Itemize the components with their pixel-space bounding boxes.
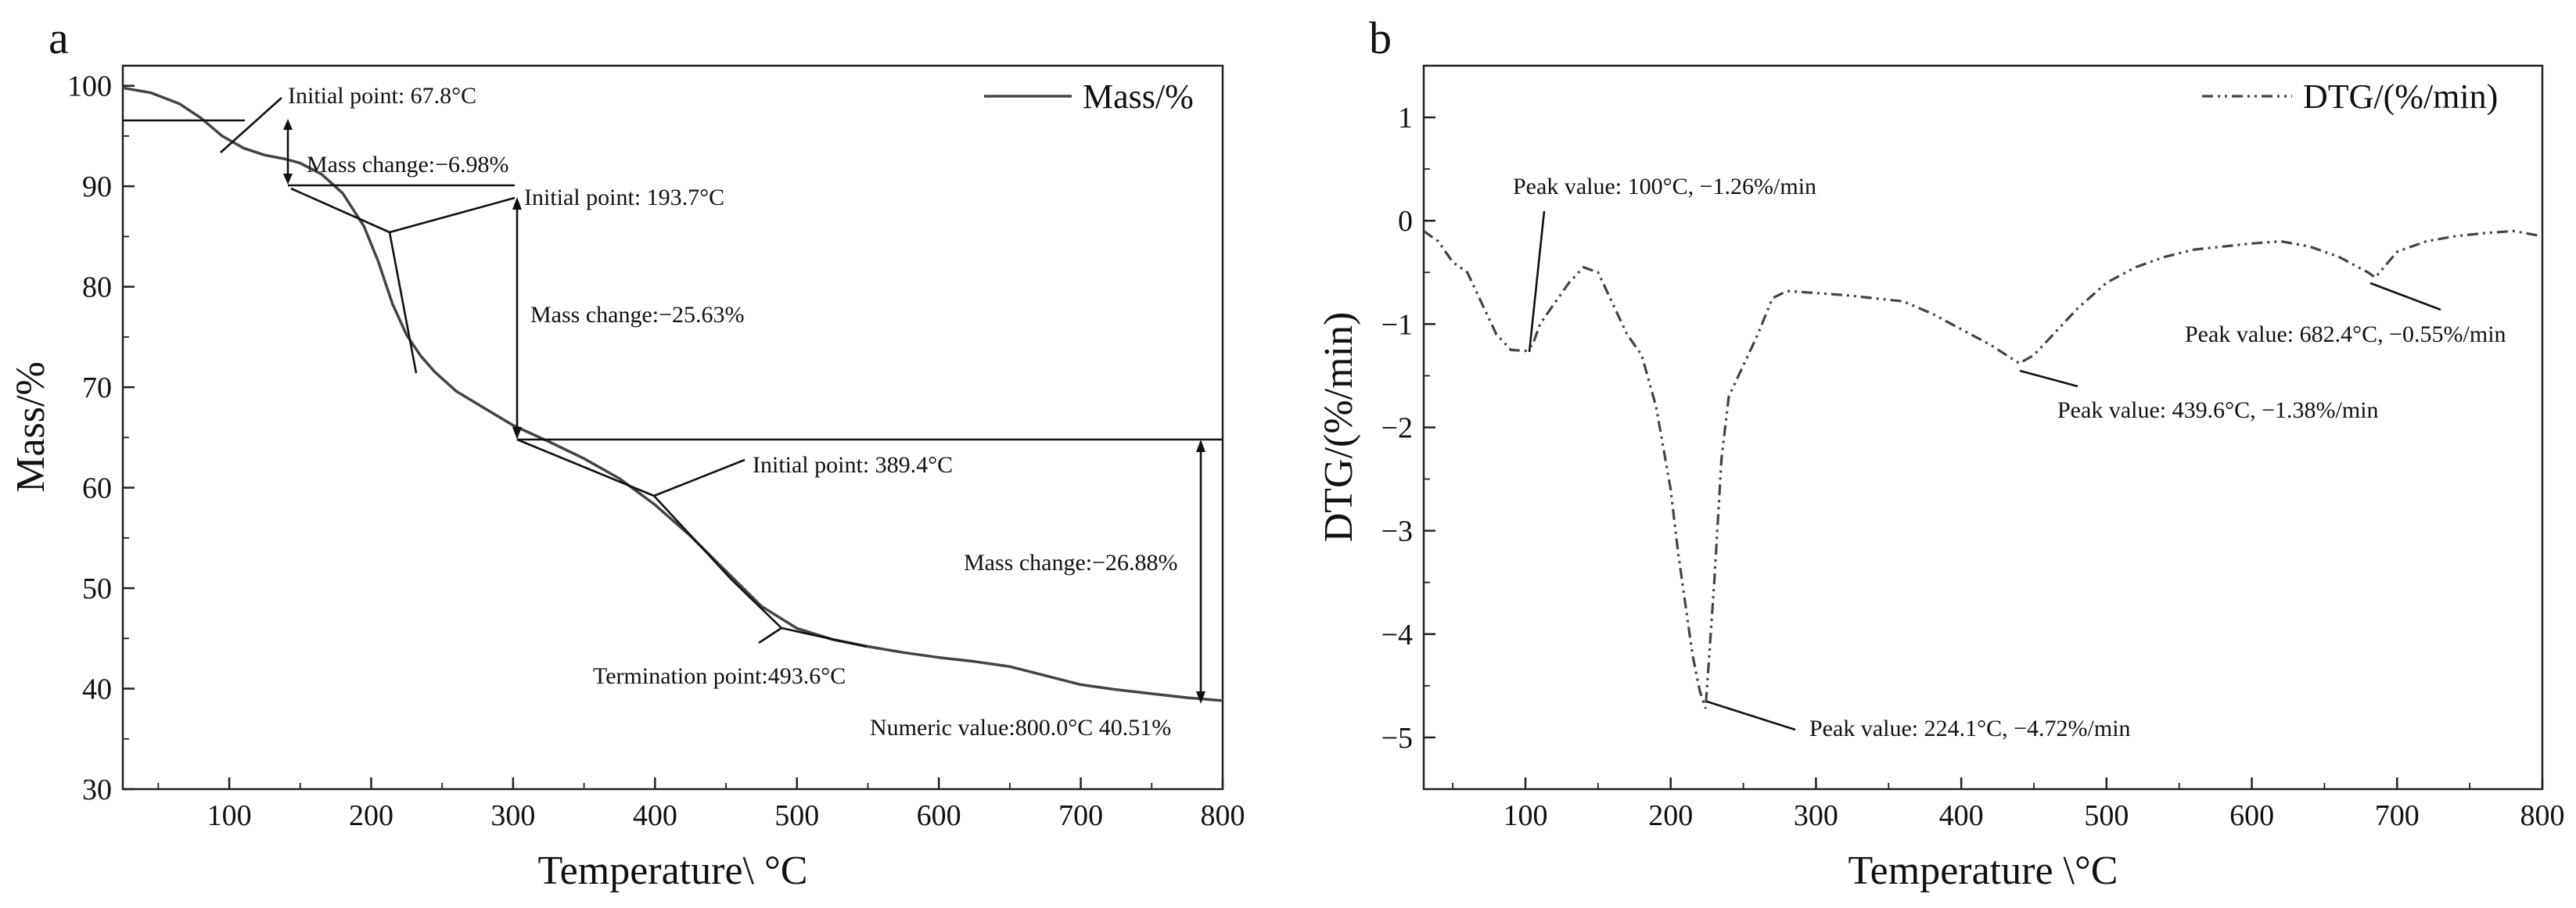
x-tick-label-b-400: 400 [1939, 799, 1984, 832]
y-tick-label-b--3: −3 [1381, 515, 1413, 548]
y-tick-label-b--4: −4 [1381, 619, 1413, 651]
mass-change-3-label: Mass change:−26.88% [964, 550, 1178, 576]
step3-arrow-head-down [1196, 691, 1205, 704]
panel-a-letter: a [49, 13, 69, 63]
step2-arrow-head-down [512, 427, 522, 440]
termination-point-label: Termination point:493.6°C [593, 663, 846, 689]
step2-arrow-head-up [512, 197, 522, 210]
y-tick-label-a-50: 50 [82, 572, 112, 605]
dtg-legend-label: DTG/(%/min) [2303, 77, 2498, 116]
panel-a-x-axis-label: Temperature\ °C [538, 849, 808, 893]
x-tick-label-a-700: 700 [1058, 799, 1103, 832]
numeric-value-label: Numeric value:800.0°C 40.51% [870, 715, 1171, 741]
x-tick-label-a-800: 800 [1201, 799, 1245, 832]
step3-tangent-b [653, 495, 733, 581]
dtg-curve [1423, 229, 2543, 709]
x-tick-label-b-200: 200 [1648, 799, 1693, 832]
peak-3-label: Peak value: 439.6°C, −1.38%/min [2057, 397, 2379, 423]
y-tick-label-a-90: 90 [82, 170, 112, 203]
initial-point-1-label: Initial point: 67.8°C [288, 83, 476, 109]
y-tick-label-a-60: 60 [82, 472, 112, 505]
panel-a-mass-chart: a 100 200 300 400 500 600 700 800 30 40 50 60 70 80 90… [9, 13, 1245, 893]
panel-b-dtg-chart: b 100 200 300 400 500 600 700 800 1 0 −1 −2 −3 −4 −5 D… [1317, 13, 2565, 893]
step2-tangent-a [290, 187, 390, 234]
mass-legend-label: Mass/% [1083, 77, 1194, 116]
x-tick-label-b-700: 700 [2375, 799, 2420, 832]
x-tick-label-a-400: 400 [633, 799, 677, 832]
peak-2-label: Peak value: 224.1°C, −4.72%/min [1809, 716, 2131, 741]
step1-arrow-head-up [283, 119, 293, 130]
step3-tangent-pointer [653, 458, 745, 497]
panel-a-plot-frame [121, 64, 1224, 791]
step2-tangent-b [388, 231, 418, 374]
peak-1-pointer [1528, 210, 1546, 353]
y-tick-label-b--1: −1 [1381, 308, 1413, 341]
peak-3-pointer [2019, 369, 2078, 388]
x-tick-label-a-100: 100 [207, 799, 252, 832]
y-tick-label-b--5: −5 [1381, 722, 1413, 755]
x-tick-label-b-800: 800 [2520, 799, 2565, 832]
x-tick-label-b-600: 600 [2229, 799, 2274, 832]
x-tick-label-a-300: 300 [490, 799, 535, 832]
y-tick-label-b-1: 1 [1398, 102, 1413, 135]
panel-a-axes-ticks: 100 200 300 400 500 600 700 800 30 40 50 60 70 80 90 10… [67, 70, 1245, 832]
peak-4-label: Peak value: 682.4°C, −0.55%/min [2185, 321, 2506, 347]
initial-point-3-label: Initial point: 389.4°C [753, 452, 953, 478]
x-tick-label-a-200: 200 [349, 799, 393, 832]
panel-b-x-axis-label: Temperature \°C [1848, 849, 2118, 893]
y-tick-label-a-80: 80 [82, 271, 112, 304]
step3-arrow-head-up [1196, 440, 1205, 452]
y-tick-label-a-40: 40 [82, 673, 112, 706]
y-tick-label-a-30: 30 [82, 773, 112, 806]
y-tick-label-b-0: 0 [1398, 205, 1413, 238]
mass-change-1-label: Mass change:−6.98% [307, 152, 509, 178]
x-tick-label-b-100: 100 [1504, 799, 1548, 832]
step1-arrow-head-down [283, 174, 293, 185]
y-tick-label-a-100: 100 [67, 70, 112, 103]
x-tick-label-a-600: 600 [917, 799, 961, 832]
mass-curve [122, 86, 1223, 702]
y-tick-label-b--2: −2 [1381, 412, 1413, 445]
panel-b-y-axis-label: DTG/(%/min) [1317, 312, 1361, 543]
panel-b-annotations: Peak value: 100°C, −1.26%/min Peak value… [1513, 174, 2506, 741]
y-tick-label-a-70: 70 [82, 371, 112, 404]
initial-point-2-label: Initial point: 193.7°C [524, 185, 724, 210]
x-tick-label-b-300: 300 [1794, 799, 1838, 832]
termination-tangent-a [731, 580, 782, 629]
peak-2-pointer [1706, 700, 1796, 731]
panel-a-y-axis-label: Mass/% [9, 361, 53, 493]
peak-1-label: Peak value: 100°C, −1.26%/min [1513, 174, 1816, 199]
termination-tangent-b [781, 626, 868, 648]
x-tick-label-a-500: 500 [774, 799, 819, 832]
step1-tangent-line [220, 97, 282, 153]
mass-change-2-label: Mass change:−25.63% [530, 302, 745, 328]
panel-b-letter: b [1369, 13, 1392, 63]
panel-a-annotations: Initial point: 67.8°C Mass change:−6.98%… [123, 83, 1223, 741]
step3-tangent-a [516, 438, 655, 497]
termination-pointer [758, 626, 782, 644]
peak-4-pointer [2369, 282, 2441, 311]
panel-b-axes-ticks: 100 200 300 400 500 600 700 800 1 0 −1 −2 −3 −4 −5 [1381, 65, 2565, 832]
step2-tangent-pointer [389, 196, 516, 234]
x-tick-label-b-500: 500 [2084, 799, 2129, 832]
